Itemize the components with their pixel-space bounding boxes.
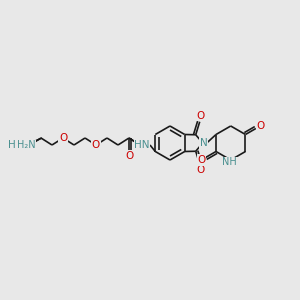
Text: NH: NH <box>222 157 237 167</box>
Text: HN: HN <box>134 140 150 150</box>
Text: O: O <box>92 140 100 150</box>
Text: H₂N: H₂N <box>8 140 28 150</box>
Text: O: O <box>256 121 264 131</box>
Text: O: O <box>125 151 133 161</box>
Text: O: O <box>196 111 205 121</box>
Text: O: O <box>197 155 206 165</box>
Text: O: O <box>59 133 67 143</box>
Text: O: O <box>196 165 205 175</box>
Text: H₂N: H₂N <box>17 140 35 150</box>
Text: N: N <box>200 138 208 148</box>
